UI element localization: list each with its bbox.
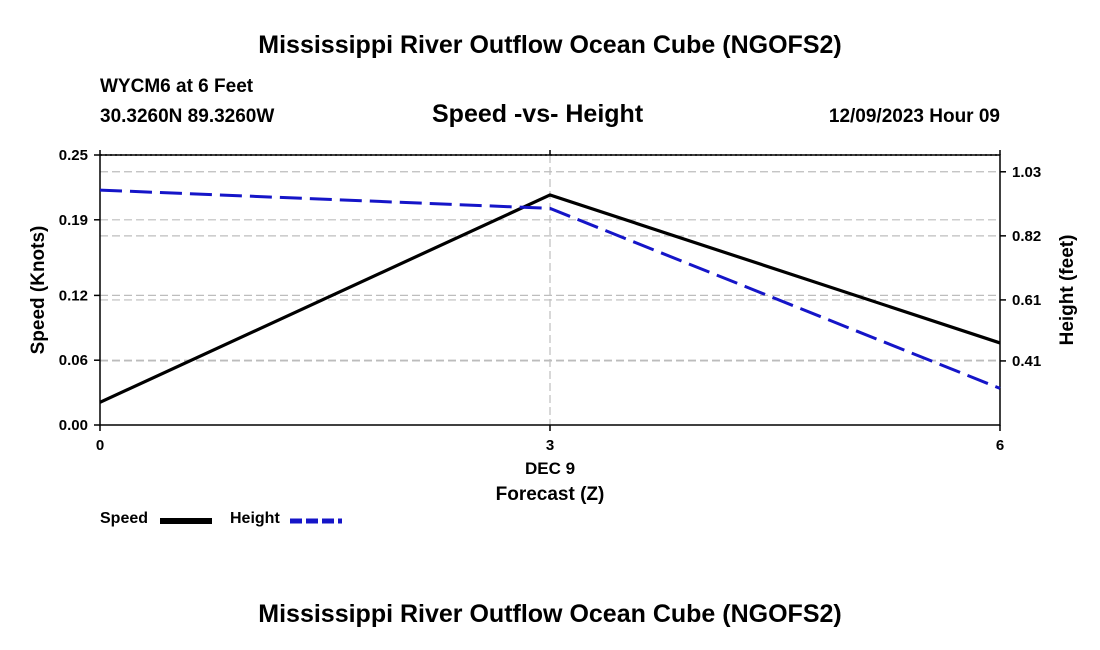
footer-title: Mississippi River Outflow Ocean Cube (NG…: [258, 600, 842, 628]
series-line-height: [99, 188, 1001, 390]
x-axis-title: Forecast (Z): [496, 484, 605, 505]
left-tick-label: 0.25: [59, 147, 88, 164]
axis-labels: DEC 9 Forecast (Z) Speed (Knots) Height …: [28, 226, 1078, 505]
legend-speed-swatch: [160, 518, 212, 524]
y-axis-right-title: Height (feet): [1057, 235, 1078, 346]
series-lines: [99, 188, 1001, 404]
axis-ticks: 0.00 0.06 0.12 0.19 0.25 0.41 0.61 0.82 1.03 0 3 6: [59, 147, 1041, 454]
x-tick-label: 0: [96, 437, 104, 454]
y-axis-left-title: Speed (Knots): [28, 226, 49, 355]
chart-subtitle: Speed -vs- Height: [432, 100, 644, 128]
left-tick-label: 0.19: [59, 212, 88, 229]
x-tick-label: 3: [546, 437, 554, 454]
left-tick-label: 0.12: [59, 287, 88, 304]
station-label: WYCM6 at 6 Feet: [100, 76, 254, 97]
series-line-speed: [99, 193, 1001, 404]
legend-height-swatch: [290, 518, 342, 524]
legend-speed-label: Speed: [100, 510, 149, 527]
x-tick-label: 6: [996, 437, 1004, 454]
chart-title: Mississippi River Outflow Ocean Cube (NG…: [258, 31, 842, 59]
forecast-datetime: 12/09/2023 Hour 09: [828, 106, 1000, 127]
left-tick-label: 0.00: [59, 417, 88, 434]
speed-height-chart: 0.000.060.120.190.250.410.610.821.030 3 6 …: [28, 147, 1078, 505]
right-tick-label: 1.03: [1012, 164, 1041, 181]
x-date-label: DEC 9: [525, 459, 575, 478]
grid-lines: [100, 155, 1000, 425]
left-tick-label: 0.06: [59, 352, 88, 369]
station-coordinates: 30.3260N 89.3260W: [100, 106, 275, 127]
right-tick-label: 0.41: [1012, 353, 1041, 370]
right-tick-label: 0.82: [1012, 228, 1041, 245]
legend-height-label: Height: [230, 510, 280, 527]
right-tick-label: 0.61: [1012, 292, 1041, 309]
